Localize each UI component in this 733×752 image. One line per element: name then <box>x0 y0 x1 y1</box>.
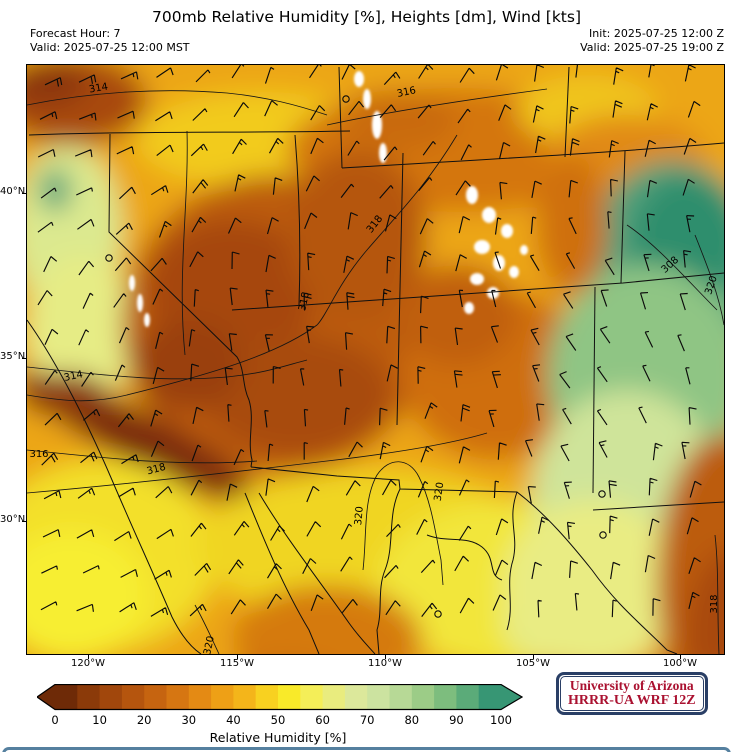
colorbar-segment <box>322 684 346 710</box>
branding-inner: University of Arizona HRRR-UA WRF 12Z <box>560 676 704 711</box>
init-time-label: Init: 2025-07-25 12:00 Z <box>589 27 724 40</box>
colorbar-tick-label: 60 <box>315 713 330 727</box>
branding-model: HRRR-UA WRF 12Z <box>568 693 696 709</box>
colorbar-segment <box>300 684 323 710</box>
lon-tick-mark <box>385 655 386 659</box>
colorbar-segment <box>77 684 100 710</box>
valid-utc-label: Valid: 2025-07-25 19:00 Z <box>580 41 724 54</box>
state-borders <box>27 66 724 654</box>
colorbar-outline <box>35 683 524 711</box>
terrain-mask <box>129 71 528 327</box>
contour-label: 318 <box>146 462 167 478</box>
lon-tick-mark <box>680 655 681 659</box>
valid-local-label: Valid: 2025-07-25 12:00 MST <box>30 41 190 54</box>
colorbar-tick-label: 40 <box>226 713 241 727</box>
colorbar-segment <box>456 684 480 710</box>
lon-tick-label: 105°W <box>516 658 550 669</box>
colorbar-tick-label: 100 <box>490 713 512 727</box>
calm-wind-circle <box>105 254 113 262</box>
colorbar-segment <box>411 684 435 710</box>
colorbar-caption: Relative Humidity [%] <box>209 730 347 745</box>
lat-tick-mark <box>22 358 26 359</box>
colorbar-segment <box>55 684 78 710</box>
contour-label: 316 <box>396 85 417 100</box>
colorbar-tick-label: 30 <box>181 713 197 727</box>
calm-wind-stations <box>105 95 607 618</box>
colorbar-segment <box>344 684 368 710</box>
colorbar-tick-label: 80 <box>404 713 420 727</box>
colorbar-svg <box>35 683 524 711</box>
contour-label: 314 <box>88 81 109 95</box>
contour-label: 320 <box>353 506 366 526</box>
lon-tick-label: 100°W <box>663 658 697 669</box>
colorbar-segment <box>211 684 234 710</box>
lat-tick-label: 35°N <box>0 351 26 362</box>
branding-university: University of Arizona <box>569 678 694 693</box>
colorbar-segment <box>121 684 145 710</box>
humidity-field <box>27 65 724 654</box>
lat-tick-mark <box>22 521 26 522</box>
contour-label: 316 <box>29 449 48 460</box>
colorbar-segment <box>166 684 190 710</box>
colorbar-segment <box>478 684 502 710</box>
contour-label: 314 <box>63 369 84 384</box>
branding-box: University of Arizona HRRR-UA WRF 12Z <box>556 672 708 715</box>
colorbar-tick-label: 20 <box>136 713 152 727</box>
contour-label: 318 <box>709 594 720 613</box>
page-title: 700mb Relative Humidity [%], Heights [dm… <box>152 8 581 26</box>
forecast-hour-label: Forecast Hour: 7 <box>30 27 121 40</box>
colorbar-tick-label: 0 <box>51 713 59 727</box>
wind-barbs <box>37 65 702 618</box>
lon-tick-mark <box>88 655 89 659</box>
calm-wind-circle <box>598 490 606 498</box>
colorbar-tick-label: 10 <box>92 713 107 727</box>
lon-tick-label: 115°W <box>220 658 254 669</box>
map-canvas: 314 316 318 318 314 316 318 320 320 308 320 318 320 <box>26 64 725 655</box>
calm-wind-circle <box>342 95 350 103</box>
colorbar-segment <box>233 684 257 710</box>
colorbar-segment <box>188 684 212 710</box>
contour-label: 320 <box>202 635 217 654</box>
lat-tick-mark <box>22 193 26 194</box>
contour-label: 320 <box>433 481 447 501</box>
wind-barb-paths <box>37 65 702 618</box>
calm-wind-circle <box>599 531 607 539</box>
colorbar-segment <box>434 684 457 710</box>
colorbar-segment <box>99 684 123 710</box>
colorbar-tick-label: 70 <box>359 713 375 727</box>
lon-tick-mark <box>237 655 238 659</box>
colorbar-segment <box>144 684 167 710</box>
lon-tick-label: 110°W <box>368 658 402 669</box>
colorbar-segment <box>389 684 413 710</box>
colorbar-tick-label: 90 <box>449 713 464 727</box>
lon-tick-mark <box>533 655 534 659</box>
colorbar-segment <box>255 684 279 710</box>
lat-tick-label: 30°N <box>0 514 26 525</box>
bottom-divider <box>2 747 731 752</box>
lat-tick-label: 40°N <box>0 186 26 197</box>
colorbar-left-arrow <box>37 684 55 710</box>
calm-wind-circle <box>434 610 442 618</box>
colorbar-right-arrow <box>501 684 522 710</box>
colorbar-segment <box>367 684 390 710</box>
colorbar: 0 10 20 30 40 50 60 70 80 90 100 Relative Humidity… <box>35 683 524 748</box>
colorbar-tick-label: 50 <box>270 713 286 727</box>
lon-tick-label: 120°W <box>71 658 105 669</box>
colorbar-segment <box>278 684 301 710</box>
